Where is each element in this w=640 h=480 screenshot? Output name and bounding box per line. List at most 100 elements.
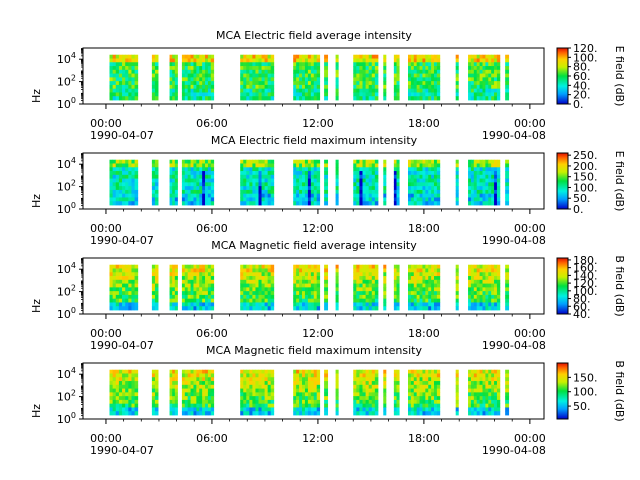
spectrogram-cell — [313, 399, 318, 405]
spectrogram-cell — [313, 294, 318, 300]
spectrogram-cell — [383, 189, 387, 195]
spectrogram-cell — [261, 291, 266, 296]
spectrogram-cell — [335, 381, 339, 386]
spectrogram-cell — [169, 399, 173, 405]
spectrogram-cell — [190, 77, 194, 82]
spectrogram-cell — [154, 392, 159, 397]
spectrogram-cell — [335, 54, 339, 59]
spectrogram-cell — [422, 193, 426, 198]
spectrogram-cell — [190, 92, 194, 97]
spectrogram-cell — [302, 58, 306, 63]
spectrogram-cell — [131, 69, 136, 74]
spectrogram-cell — [359, 171, 363, 176]
spectrogram-cell — [479, 272, 483, 277]
spectrogram-cell — [436, 167, 441, 172]
spectrogram-cell — [267, 306, 272, 311]
spectrogram-cell — [324, 302, 329, 307]
spectrogram-cell — [252, 411, 256, 416]
spectrogram-cell — [491, 381, 495, 386]
spectrogram-cell — [425, 283, 429, 288]
spectrogram-cell — [416, 197, 420, 202]
spectrogram-cell — [243, 58, 247, 63]
spectrogram-cell — [258, 163, 262, 168]
spectrogram-cell — [174, 384, 178, 389]
spectrogram-cell — [408, 201, 412, 206]
spectrogram-cell — [434, 54, 438, 59]
spectrogram-cell — [482, 399, 486, 405]
spectrogram-cell — [151, 287, 156, 292]
spectrogram-cell — [482, 291, 486, 296]
spectrogram-cell — [154, 88, 159, 93]
spectrogram-cell — [210, 62, 215, 67]
spectrogram-cell — [410, 294, 415, 300]
spectrogram-cell — [255, 62, 259, 67]
spectrogram-cell — [122, 92, 126, 97]
spectrogram-cell — [505, 279, 510, 284]
spectrogram-cell — [365, 189, 370, 195]
spectrogram-cell — [396, 403, 400, 408]
spectrogram-cell — [181, 403, 186, 408]
spectrogram-cell — [473, 92, 478, 97]
spectrogram-cell — [307, 298, 312, 303]
spectrogram-cell — [169, 96, 173, 101]
spectrogram-cell — [410, 73, 415, 78]
spectrogram-cell — [193, 73, 197, 78]
spectrogram-cell — [431, 193, 435, 198]
spectrogram-cell — [270, 62, 275, 67]
spectrogram-cell — [299, 287, 303, 292]
spectrogram-cell — [374, 201, 379, 206]
spectrogram-cell — [270, 167, 275, 172]
spectrogram-cell — [299, 174, 303, 179]
spectrogram-cell — [240, 178, 244, 183]
spectrogram-cell — [174, 306, 178, 311]
spectrogram-cell — [368, 186, 373, 191]
spectrogram-cell — [470, 178, 475, 183]
spectrogram-cell — [470, 69, 475, 74]
spectrogram-cell — [202, 92, 206, 97]
spectrogram-cell — [356, 399, 360, 405]
spectrogram-cell — [408, 291, 412, 296]
spectrogram-cell — [154, 403, 159, 408]
spectrogram-cell — [196, 287, 200, 292]
spectrogram-cell — [356, 283, 360, 288]
spectrogram-cell — [264, 62, 269, 67]
spectrogram-cell — [408, 182, 412, 187]
spectrogram-cell — [436, 171, 441, 176]
spectrogram-cell — [356, 159, 360, 164]
spectrogram-cell — [431, 84, 435, 90]
spectrogram-cell — [410, 92, 415, 97]
spectrogram-cell — [455, 369, 459, 374]
spectrogram-cell — [109, 96, 114, 101]
spectrogram-cell — [252, 381, 256, 386]
spectrogram-cell — [252, 171, 256, 176]
spectrogram-cell — [187, 92, 191, 97]
spectrogram-cell — [199, 302, 203, 307]
spectrogram-cell — [368, 396, 373, 401]
spectrogram-cell — [371, 403, 376, 408]
spectrogram-cell — [267, 92, 272, 97]
spectrogram-cell — [270, 163, 275, 168]
spectrogram-cell — [125, 407, 129, 412]
spectrogram-cell — [371, 66, 376, 71]
spectrogram-cell — [172, 381, 176, 386]
spectrogram-cell — [293, 66, 297, 71]
spectrogram-cell — [243, 272, 247, 277]
spectrogram-cell — [202, 264, 206, 269]
spectrogram-cell — [356, 381, 360, 386]
spectrogram-cell — [470, 197, 475, 202]
spectrogram-cell — [304, 403, 309, 408]
spectrogram-cell — [125, 171, 129, 176]
spectrogram-cell — [293, 384, 297, 389]
spectrogram-cell — [353, 84, 357, 90]
spectrogram-cell — [368, 306, 373, 311]
spectrogram-cell — [476, 88, 481, 93]
spectrogram-cell — [270, 384, 275, 389]
spectrogram-cell — [362, 81, 366, 86]
spectrogram-cell — [169, 283, 173, 288]
spectrogram-cell — [393, 88, 397, 93]
spectrogram-cell — [296, 399, 300, 405]
spectrogram-cell — [190, 411, 194, 416]
spectrogram-cell — [313, 384, 318, 389]
spectrogram-cell — [476, 159, 481, 164]
spectrogram-cell — [174, 407, 178, 412]
